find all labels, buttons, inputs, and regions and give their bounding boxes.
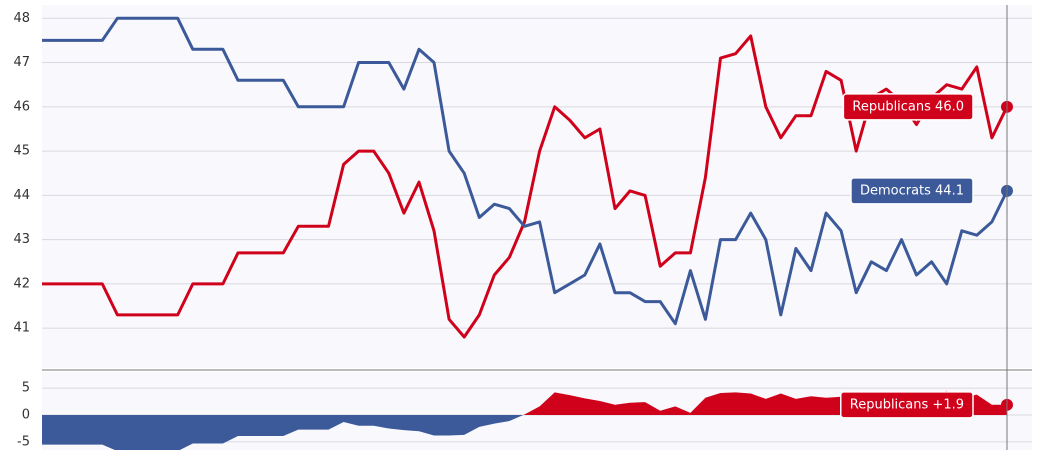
value-tag-box: [842, 93, 974, 121]
value-tag: Republicans 46.0: [842, 93, 974, 121]
value-tag: Democrats 44.1: [850, 177, 974, 205]
y-tick-label: 46: [13, 99, 30, 114]
value-tag-box: [840, 391, 974, 419]
y-tick-label: 45: [13, 144, 30, 159]
y-tick-label: -5: [17, 434, 30, 449]
value-tag: Republicans +1.9: [840, 391, 974, 419]
value-tag-box: [850, 177, 974, 205]
value-tag-text: Republicans +1.9: [850, 397, 964, 412]
y-tick-label: 5: [22, 381, 30, 396]
y-tick-label: 42: [13, 276, 30, 291]
value-tag-text: Democrats 44.1: [860, 183, 964, 198]
y-tick-label: 48: [13, 11, 30, 26]
value-tag-text: Republicans 46.0: [852, 99, 964, 114]
y-tick-label: 43: [13, 232, 30, 247]
line: [42, 16, 1009, 326]
y-tick-label: 41: [13, 321, 30, 336]
y-tick-label: 0: [22, 408, 30, 423]
y-tick-label: 47: [13, 55, 30, 70]
area: [42, 390, 1007, 450]
y-tick-label: 44: [13, 188, 30, 203]
